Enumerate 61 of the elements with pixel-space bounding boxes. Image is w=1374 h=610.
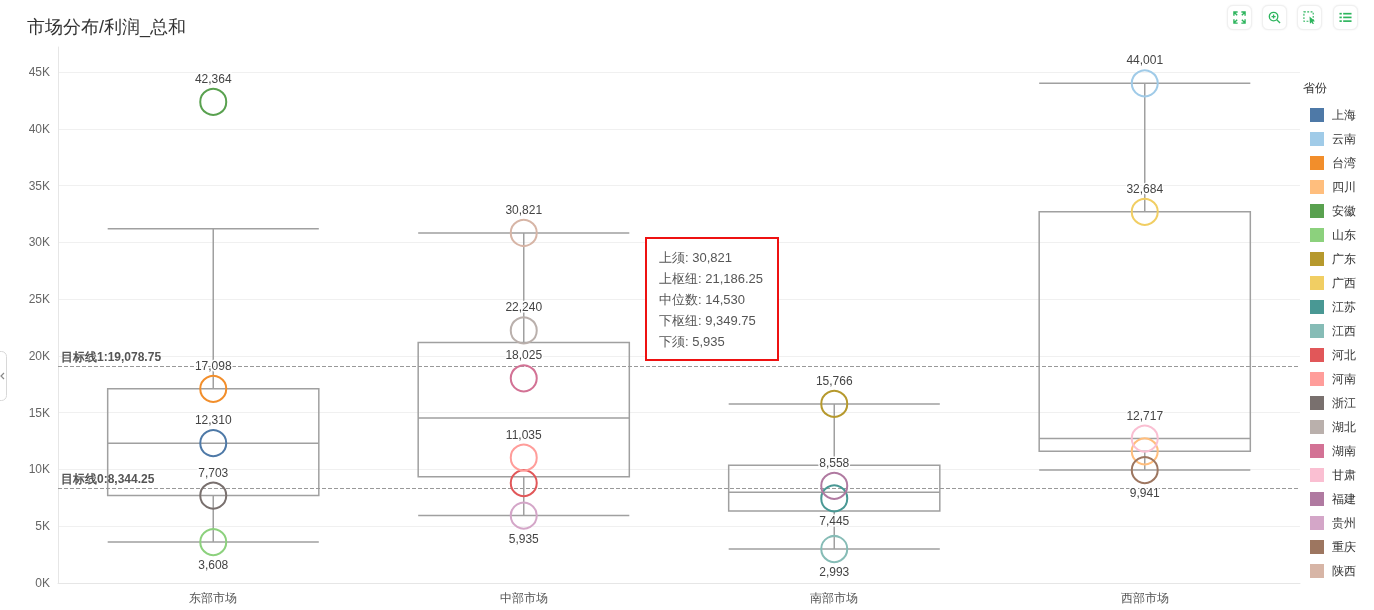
y-tick-label: 40K <box>28 121 50 136</box>
data-label: 15,766 <box>815 373 853 388</box>
legend-title: 省份 <box>1303 81 1327 95</box>
y-tick-label: 35K <box>28 178 50 193</box>
legend-label: 浙江 <box>1332 396 1356 410</box>
x-tick-label: 中部市场 <box>499 591 548 605</box>
data-label: 7,445 <box>819 514 850 529</box>
legend-label: 广东 <box>1332 252 1356 266</box>
legend-label: 重庆 <box>1332 540 1356 554</box>
legend-label: 福建 <box>1332 492 1356 506</box>
data-label: 11,035 <box>505 427 542 442</box>
data-label: 7,703 <box>198 465 229 480</box>
data-label: 44,001 <box>1126 53 1164 68</box>
data-label: 32,684 <box>1126 181 1164 196</box>
y-tick-label: 25K <box>28 292 50 307</box>
legend-label: 河北 <box>1332 348 1356 362</box>
data-label: 17,098 <box>194 358 232 373</box>
data-label: 12,717 <box>1126 408 1164 423</box>
legend-label: 河南 <box>1332 372 1356 386</box>
y-tick-label: 5K <box>35 519 50 534</box>
annotation: 中位数: 14,530 <box>659 291 746 309</box>
data-label: 9,941 <box>1129 486 1161 501</box>
data-label: 3,608 <box>198 558 229 573</box>
legend-label: 台湾 <box>1332 156 1356 170</box>
legend-label: 江西 <box>1332 324 1356 338</box>
legend-label: 陕西 <box>1332 564 1356 578</box>
data-label: 12,310 <box>194 413 232 428</box>
data-label: 22,240 <box>505 300 543 315</box>
x-tick-label: 西部市场 <box>1120 591 1169 605</box>
legend-label: 湖北 <box>1332 420 1356 434</box>
legend-label: 上海 <box>1332 108 1356 122</box>
ref-line-label: 目标线1:19,078.75 <box>61 350 162 365</box>
data-label: 42,364 <box>194 71 232 86</box>
data-label: 2,993 <box>819 565 850 580</box>
legend-label: 云南 <box>1332 132 1356 146</box>
data-label: 18,025 <box>505 348 543 363</box>
annotation: 下枢纽: 9,349.75 <box>659 312 757 330</box>
legend-label: 四川 <box>1332 180 1356 194</box>
data-label: 30,821 <box>505 203 543 217</box>
annotation: 上枢纽: 21,186.25 <box>659 270 764 288</box>
y-tick-label: 10K <box>28 462 50 477</box>
x-tick-label: 东部市场 <box>189 591 238 605</box>
y-tick-label: 30K <box>28 235 50 250</box>
legend-label: 安徽 <box>1332 204 1356 218</box>
y-tick-label: 15K <box>28 405 50 420</box>
y-tick-label: 0K <box>35 576 50 590</box>
y-tick-label: 45K <box>28 64 50 79</box>
annotation: 下须: 5,935 <box>659 333 726 351</box>
ref-line-label: 目标线0:8,344.25 <box>61 472 155 487</box>
legend-label: 贵州 <box>1332 516 1356 530</box>
legend-label: 山东 <box>1332 228 1356 242</box>
legend-label: 广西 <box>1332 276 1356 290</box>
annotation: 上须: 30,821 <box>659 249 733 267</box>
legend-label: 湖南 <box>1332 444 1356 458</box>
legend-label: 甘肃 <box>1332 468 1356 482</box>
legend-label: 江苏 <box>1332 300 1356 314</box>
data-label: 8,558 <box>819 455 850 470</box>
x-tick-label: 南部市场 <box>810 591 859 605</box>
chart-title: 市场分布/利润_总和 <box>27 17 187 38</box>
data-label: 5,935 <box>508 531 540 546</box>
y-tick-label: 20K <box>28 348 50 363</box>
